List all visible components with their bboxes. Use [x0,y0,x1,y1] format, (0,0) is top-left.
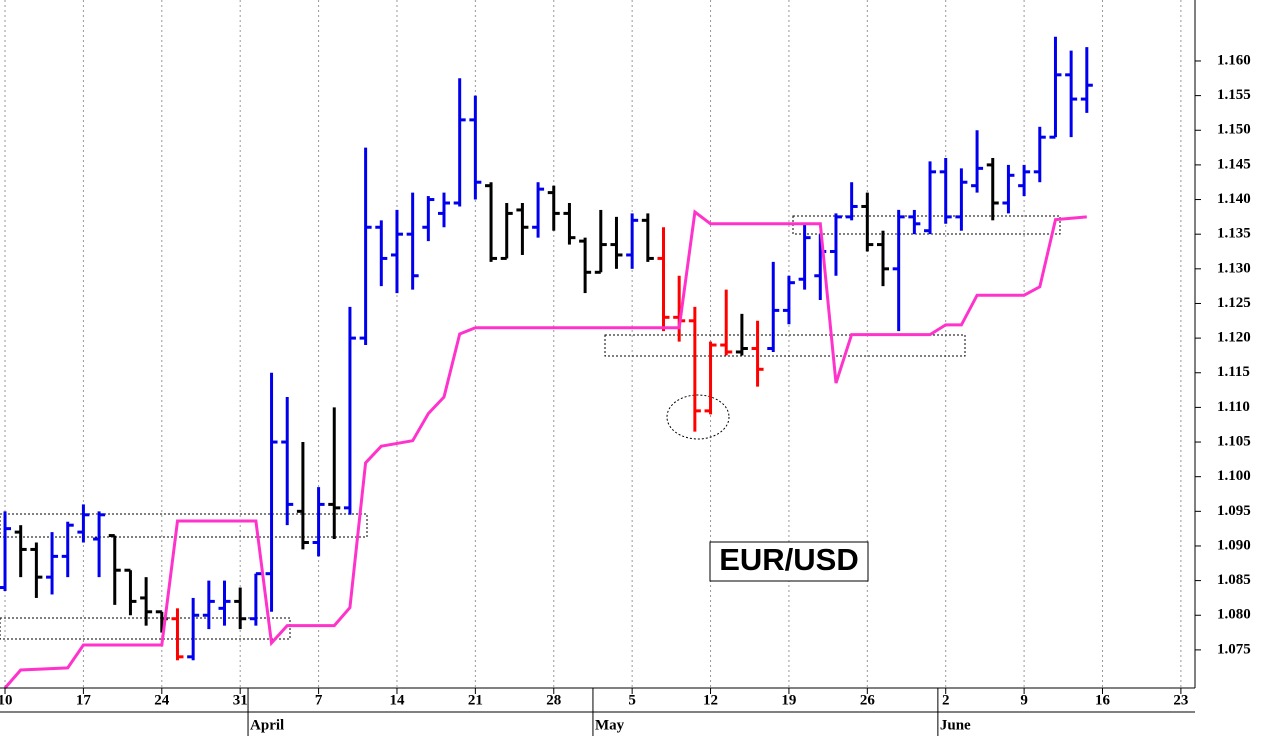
y-tick-label: 1.095 [1217,503,1251,519]
y-tick-label: 1.115 [1217,364,1250,380]
range-box [604,334,966,357]
y-tick-label: 1.135 [1217,226,1251,242]
x-tick-label: 14 [389,692,405,708]
y-tick-label: 1.130 [1217,260,1251,276]
x-tick-label: 23 [1173,692,1188,708]
y-tick-label: 1.105 [1217,433,1251,449]
x-tick-label: 17 [76,692,92,708]
month-label: May [595,717,625,733]
x-tick-label: 2 [942,692,950,708]
annotation-box [709,541,869,582]
y-tick-label: 1.120 [1217,330,1251,346]
y-tick-label: 1.080 [1217,607,1251,623]
y-tick-label: 1.140 [1217,191,1251,207]
x-tick-label: 9 [1020,692,1028,708]
x-tick-label: 28 [546,692,561,708]
y-tick-label: 1.150 [1217,122,1251,138]
x-tick-label: 19 [781,692,796,708]
y-tick-label: 1.085 [1217,572,1251,588]
y-tick-label: 1.075 [1217,641,1251,657]
y-tick-label: 1.145 [1217,156,1251,172]
highlight-ellipse [666,394,730,440]
y-tick-label: 1.160 [1217,52,1251,68]
y-tick-label: 1.110 [1217,399,1250,415]
x-tick-label: 26 [860,692,876,708]
y-tick-label: 1.155 [1217,87,1251,103]
annotation: EUR/USD [719,542,859,577]
y-tick-label: 1.125 [1217,295,1251,311]
x-tick-label: 10 [0,692,13,708]
y-tick-label: 1.090 [1217,537,1251,553]
x-tick-label: 7 [315,692,323,708]
x-tick-label: 31 [233,692,248,708]
month-label: June [940,717,971,733]
x-tick-label: 5 [628,692,636,708]
plot [0,36,1093,689]
month-label: April [250,717,284,733]
range-box [0,513,368,538]
x-tick-label: 16 [1095,692,1111,708]
x-tick-label: 24 [154,692,170,708]
y-tick-label: 1.100 [1217,468,1251,484]
trend-line [3,209,1087,689]
x-tick-label: 21 [468,692,483,708]
x-tick-label: 12 [703,692,718,708]
